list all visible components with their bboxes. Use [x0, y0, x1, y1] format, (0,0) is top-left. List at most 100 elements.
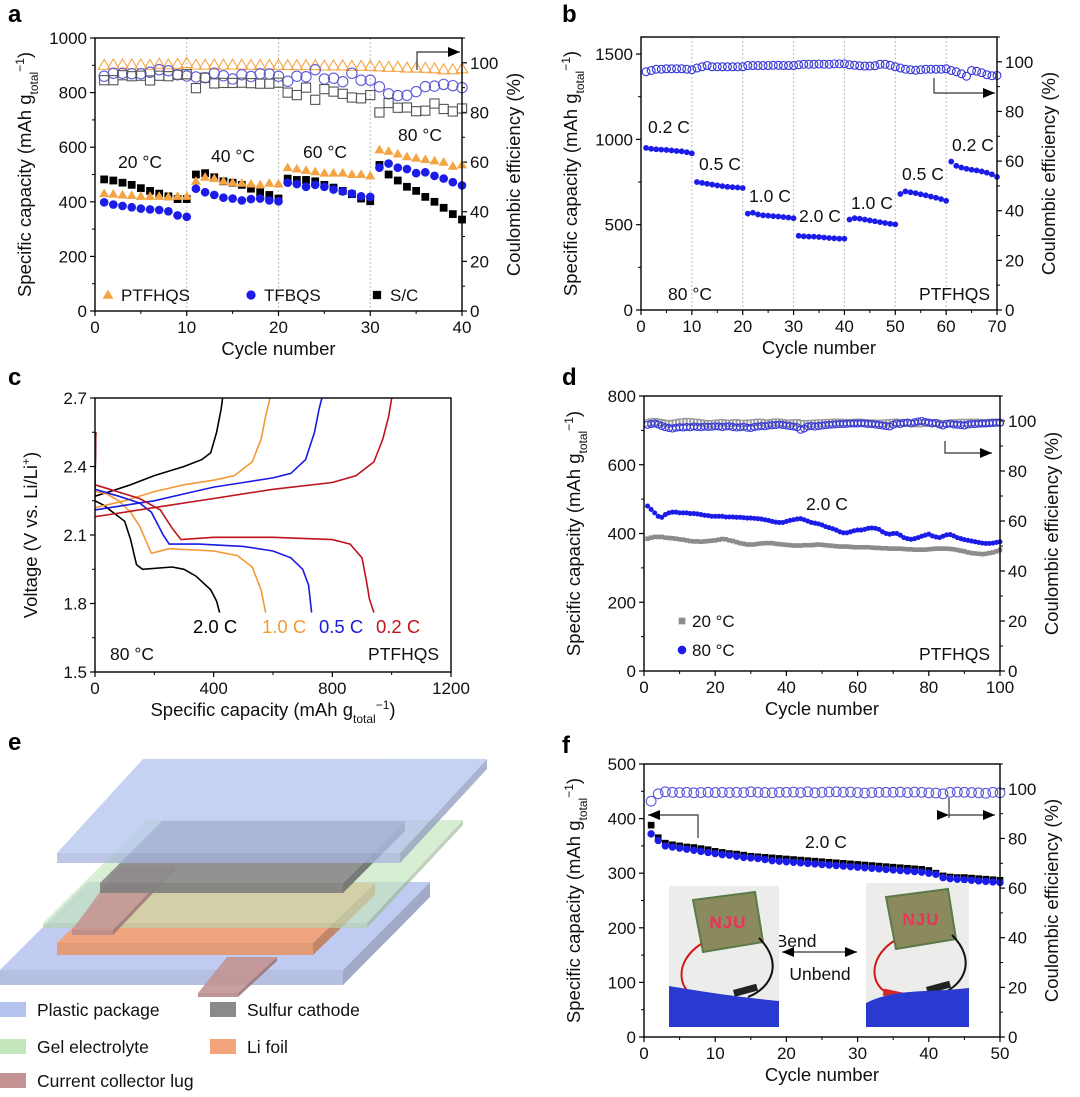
- point-b-capacity: [699, 179, 705, 186]
- y-tick-label: 400: [608, 525, 636, 544]
- y2-tick-label: 40: [1005, 202, 1024, 221]
- point-a-tfbqs: [219, 193, 228, 203]
- point-a-ptfhqsce: [299, 58, 313, 71]
- point-b-ce: [783, 61, 793, 71]
- axis-label-part: ): [14, 52, 35, 58]
- y-tick-label: 1000: [49, 29, 87, 48]
- point-f-dischargecapacity: [690, 846, 698, 854]
- series-group: [641, 59, 1002, 242]
- legend-label: S/C: [390, 286, 418, 305]
- point-b-ce: [672, 64, 682, 74]
- annotation: 2.0 C: [805, 832, 847, 852]
- point-a-scce: [209, 78, 220, 89]
- point-a-ptfhqsce: [381, 60, 396, 72]
- point-a-ptfhqsce: [106, 57, 121, 70]
- point-b-ce: [733, 62, 743, 72]
- legend-label: 80 °C: [692, 641, 735, 660]
- point-b-ce: [906, 65, 916, 75]
- series-group: [94, 397, 393, 613]
- point-a-tfbqs: [356, 192, 366, 201]
- point-a-sc: [109, 176, 118, 185]
- point-f-ce: [738, 787, 750, 798]
- point-a-tfbqs: [136, 204, 146, 213]
- point-f-dischargecapacity: [818, 860, 826, 869]
- point-a-ptfhqs: [108, 189, 119, 198]
- x-tick-label: 20: [269, 318, 288, 337]
- top-plastic-package-front: [57, 853, 400, 863]
- point-a-tfbqs: [430, 171, 439, 181]
- point-a-scce: [190, 83, 202, 94]
- series-group: [643, 416, 1005, 557]
- point-a-ptfhqs: [99, 188, 110, 198]
- inset-photo: NJU: [669, 886, 779, 1027]
- point-b-ce: [651, 64, 661, 74]
- point-b-ce: [860, 61, 870, 71]
- axis-label-part: ): [389, 699, 395, 720]
- legend-marker: [246, 290, 256, 300]
- y-tick-label: 0: [78, 302, 87, 321]
- ce-axis-arrow: [933, 78, 995, 94]
- plot-frame: [640, 36, 998, 311]
- point-a-scce: [355, 93, 367, 104]
- point-f-ce: [823, 786, 835, 798]
- legend-swatch: [0, 1002, 26, 1017]
- point-b-ce: [961, 71, 971, 81]
- point-b-capacity: [739, 185, 746, 191]
- point-a-ptfhqs: [264, 178, 275, 187]
- y-tick-label: 500: [608, 755, 636, 774]
- point-a-ptfhqs: [411, 152, 422, 162]
- point-b-ce: [773, 60, 783, 70]
- point-b-capacity: [785, 214, 792, 221]
- point-a-scce: [181, 69, 192, 80]
- point-a-tfbqs: [255, 194, 265, 203]
- x-tick-label: 30: [361, 318, 380, 337]
- point-a-ptfhqs: [172, 191, 183, 200]
- point-a-tfbqs: [118, 201, 127, 211]
- point-b-capacity: [821, 234, 827, 241]
- point-d-80cce: [906, 419, 916, 428]
- point-a-tfbqs: [448, 177, 458, 187]
- point-b-ce: [809, 59, 819, 69]
- point-b-ce: [753, 61, 763, 71]
- axis-label-part: Specific capacity (mAh g: [560, 93, 581, 296]
- y2-tick-label: 80: [1008, 462, 1027, 481]
- point-a-ptfhqsce: [97, 58, 111, 70]
- curve-10C-discharge: [94, 490, 267, 613]
- point-f-dischargecapacity: [939, 873, 947, 882]
- x-tick-label: 1200: [432, 679, 470, 698]
- y-tick-label: 2.1: [63, 526, 87, 545]
- point-a-scce: [154, 70, 165, 81]
- point-b-capacity: [851, 215, 858, 222]
- point-a-ptfhqs: [356, 169, 367, 178]
- point-b-capacity: [709, 181, 716, 188]
- point-f-ce: [958, 786, 970, 798]
- point-a-tfbqs: [292, 179, 302, 189]
- point-f-dischargecapacity: [967, 876, 976, 885]
- point-a-ptfhqs: [255, 179, 266, 189]
- panel-label: e: [8, 729, 21, 756]
- point-a-sc: [137, 184, 145, 193]
- x-tick-label: 0: [90, 679, 99, 698]
- point-a-ptfhqs: [392, 148, 403, 158]
- x-tick-label: 10: [682, 317, 701, 336]
- point-a-ptfhqsce: [179, 56, 194, 68]
- point-a-tfbqsce: [116, 67, 129, 79]
- annotation: 2.0 C: [806, 494, 848, 514]
- point-f-dischargecapacity: [875, 865, 883, 873]
- point-b-ce: [778, 61, 788, 71]
- capacity-axis-arrow: [648, 814, 699, 838]
- point-b-ce: [824, 59, 834, 69]
- point-a-ptfhqsce: [244, 58, 258, 70]
- point-a-scce: [429, 98, 440, 109]
- y2-tick-label: 20: [1008, 978, 1027, 997]
- point-b-capacity: [765, 212, 772, 219]
- inset-photo: NJU: [866, 883, 969, 1027]
- legend-label: Plastic package: [37, 1000, 160, 1020]
- point-b-ce: [926, 64, 936, 74]
- point-b-ce: [728, 62, 738, 72]
- point-b-capacity: [968, 166, 975, 173]
- point-b-ce: [722, 62, 732, 72]
- x-axis-title: Cycle number: [765, 698, 879, 719]
- point-a-tfbqsce: [125, 68, 138, 80]
